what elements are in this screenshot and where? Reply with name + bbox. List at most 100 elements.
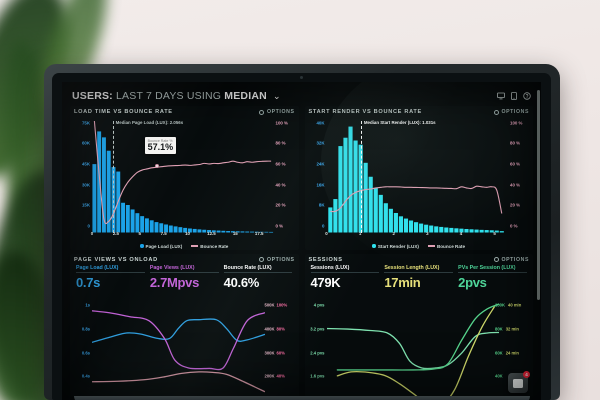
desktop-icon[interactable] (497, 92, 505, 100)
bar[interactable] (443, 227, 448, 233)
bar[interactable] (403, 218, 408, 233)
bar[interactable] (383, 203, 388, 233)
bar[interactable] (423, 224, 428, 233)
kpi-card[interactable]: Sessions (LUX) 479K (310, 265, 380, 290)
bar[interactable] (106, 150, 111, 233)
bar[interactable] (245, 231, 250, 233)
legend-item[interactable]: Page Load (LUX) (140, 244, 182, 249)
panel-options-button[interactable]: OPTIONS (259, 257, 294, 263)
bar[interactable] (259, 231, 264, 233)
bar[interactable] (353, 140, 358, 233)
bar[interactable] (211, 230, 216, 233)
bar[interactable] (337, 146, 343, 233)
bar[interactable] (235, 231, 240, 233)
bar[interactable] (468, 229, 474, 233)
panel-load-time: LOAD TIME VS BOUNCE RATE OPTIONS 75K 60K 4… (70, 106, 299, 250)
legend-item[interactable]: Bounce Rate (427, 244, 465, 249)
chevron-down-icon[interactable]: ⌄ (273, 91, 281, 101)
bar[interactable] (207, 230, 211, 233)
bar[interactable] (494, 230, 499, 233)
bar[interactable] (368, 176, 373, 233)
bar[interactable] (327, 207, 332, 233)
bar[interactable] (173, 226, 178, 233)
bar[interactable] (347, 126, 353, 233)
bar[interactable] (358, 144, 363, 233)
bar[interactable] (378, 194, 383, 233)
bar[interactable] (154, 222, 159, 233)
bar[interactable] (130, 209, 135, 233)
bar[interactable] (230, 231, 235, 233)
bar[interactable] (428, 225, 433, 233)
page-title[interactable]: USERS: LAST 7 DAYS USING MEDIAN ⌄ (72, 90, 281, 102)
page-scrollbar[interactable] (537, 90, 540, 300)
bar[interactable] (159, 223, 164, 233)
panel-options-button[interactable]: OPTIONS (493, 109, 529, 115)
bar[interactable] (226, 231, 231, 233)
axis-tick: 0.8s (81, 326, 90, 332)
bar[interactable] (458, 228, 464, 233)
bar[interactable] (149, 220, 154, 233)
notifications-button[interactable]: 4 (508, 371, 530, 393)
kpi-card[interactable]: Page Views (LUX) 2.7Mpvs (149, 264, 219, 290)
kpi-card[interactable]: PVs Per Session (LUX) 2pvs (458, 265, 527, 290)
bar[interactable] (144, 218, 149, 233)
bar[interactable] (168, 225, 173, 233)
bar[interactable] (178, 227, 183, 233)
bar[interactable] (398, 216, 403, 233)
kpi-card[interactable]: Bounce Rate (LUX) 40.6% (223, 265, 293, 290)
bar[interactable] (479, 229, 484, 233)
bar[interactable] (269, 231, 274, 233)
bar[interactable] (192, 228, 197, 233)
bar[interactable] (363, 162, 368, 233)
bar[interactable] (418, 223, 423, 233)
legend-item[interactable]: Start Render (LUX) (372, 244, 419, 249)
mobile-icon[interactable] (523, 92, 531, 100)
bar[interactable] (393, 212, 398, 233)
panel-options-button[interactable]: OPTIONS (493, 257, 529, 263)
bar[interactable] (254, 231, 259, 233)
bar[interactable] (121, 202, 126, 233)
tablet-icon[interactable] (510, 92, 518, 100)
bar[interactable] (240, 231, 245, 233)
bar[interactable] (474, 229, 479, 233)
bar[interactable] (453, 228, 458, 233)
device-toggle-group[interactable] (497, 92, 531, 100)
bar[interactable] (463, 229, 469, 233)
bar[interactable] (484, 230, 489, 233)
bar[interactable] (373, 187, 378, 233)
bar[interactable] (135, 213, 140, 233)
bar[interactable] (388, 208, 393, 233)
bar[interactable] (97, 131, 102, 233)
bar[interactable] (250, 231, 254, 233)
tooltip-data-point[interactable] (154, 164, 159, 169)
kpi-card[interactable]: Session Length (LUX) 17min (384, 265, 454, 290)
bar[interactable] (125, 204, 130, 233)
panel-header: PAGE VIEWS VS ONLOAD OPTIONS (74, 257, 295, 263)
panel-options-button[interactable]: OPTIONS (259, 109, 294, 115)
bar[interactable] (413, 222, 418, 233)
bar[interactable] (448, 227, 453, 233)
bar[interactable] (408, 220, 413, 233)
bar[interactable] (202, 229, 207, 233)
bar[interactable] (187, 228, 192, 233)
bar[interactable] (332, 199, 337, 233)
bar[interactable] (433, 226, 438, 233)
bar[interactable] (92, 164, 97, 233)
bar[interactable] (183, 227, 188, 233)
bar[interactable] (438, 226, 443, 233)
bar[interactable] (489, 230, 494, 233)
kpi-label: Page Views (LUX) (149, 264, 195, 271)
legend-item[interactable]: Bounce Rate (191, 244, 228, 249)
bar[interactable] (197, 229, 202, 233)
axis-tick: 80 % (275, 140, 286, 146)
bar[interactable] (342, 137, 348, 233)
bar[interactable] (216, 230, 221, 233)
bar[interactable] (140, 216, 145, 233)
bar[interactable] (221, 230, 226, 233)
bar[interactable] (164, 224, 168, 233)
axis-tick: 300K (264, 350, 275, 356)
kpi-card[interactable]: Page Load (LUX) 0.7s (76, 265, 145, 290)
bar[interactable] (101, 137, 106, 233)
bar[interactable] (264, 231, 269, 233)
bar[interactable] (499, 231, 504, 233)
